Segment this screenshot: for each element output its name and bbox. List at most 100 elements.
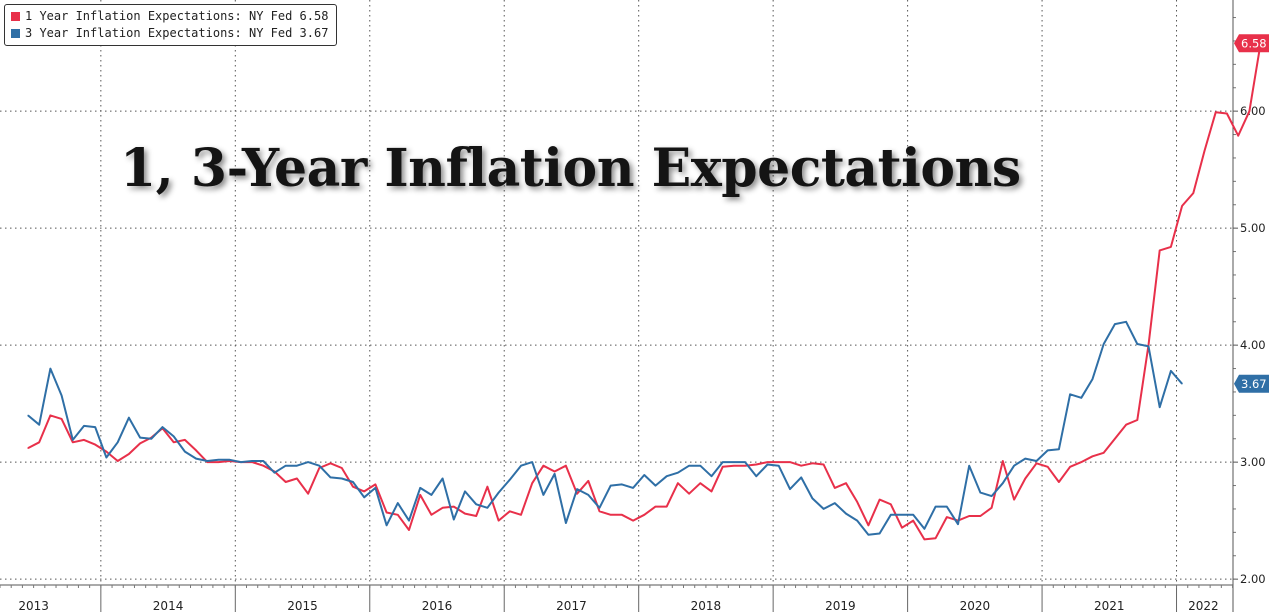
data-point xyxy=(217,459,220,461)
data-point xyxy=(285,465,287,467)
data-point xyxy=(935,506,937,508)
data-point xyxy=(565,465,567,467)
data-point xyxy=(1147,345,1150,347)
grid-lines xyxy=(0,0,1233,585)
data-point xyxy=(38,441,40,443)
data-point xyxy=(632,520,634,522)
data-point xyxy=(206,460,208,462)
data-point xyxy=(430,494,432,496)
data-point xyxy=(1159,406,1161,408)
data-point xyxy=(509,479,511,481)
data-point xyxy=(789,461,791,463)
data-point xyxy=(318,467,320,469)
data-point xyxy=(587,494,589,496)
legend-label-1y: 1 Year Inflation Expectations: NY Fed 6.… xyxy=(25,9,329,23)
y-tick-label: 6.00 xyxy=(1240,104,1266,118)
data-point xyxy=(1047,449,1049,451)
data-point xyxy=(1103,343,1105,345)
data-point xyxy=(397,514,399,516)
data-point xyxy=(1170,370,1172,372)
data-point xyxy=(576,488,578,490)
x-tick-label: 2022 xyxy=(1188,599,1219,612)
data-point xyxy=(419,487,421,489)
data-point xyxy=(184,439,186,441)
data-point xyxy=(957,523,959,525)
data-point xyxy=(621,483,623,485)
data-point xyxy=(486,507,488,509)
data-point xyxy=(498,492,500,494)
data-point xyxy=(699,465,701,467)
data-point xyxy=(307,461,309,463)
data-point xyxy=(49,414,52,416)
data-point xyxy=(610,485,612,487)
data-point xyxy=(1226,112,1228,115)
data-point xyxy=(1103,452,1105,454)
data-point xyxy=(509,510,511,512)
series-line-1y xyxy=(27,43,1262,541)
data-point xyxy=(341,477,343,480)
data-point xyxy=(352,481,354,483)
data-point xyxy=(139,437,141,439)
data-point xyxy=(1125,321,1127,323)
data-point xyxy=(475,515,477,517)
data-point xyxy=(744,461,746,463)
data-point xyxy=(912,514,914,516)
data-point xyxy=(1192,192,1194,194)
series-line-3y xyxy=(27,320,1183,536)
data-point xyxy=(677,472,679,474)
data-point xyxy=(991,495,993,497)
data-point xyxy=(419,494,421,496)
data-point xyxy=(128,453,130,455)
data-point xyxy=(587,480,589,482)
data-point xyxy=(542,465,545,467)
data-point xyxy=(61,394,63,397)
data-point xyxy=(755,475,757,477)
data-point xyxy=(1069,466,1071,468)
data-point xyxy=(329,462,332,464)
data-point xyxy=(823,463,825,466)
data-point xyxy=(643,474,645,476)
data-point xyxy=(1047,466,1049,468)
data-point xyxy=(38,424,40,426)
data-point xyxy=(823,508,825,510)
data-point xyxy=(72,441,74,443)
data-point xyxy=(733,461,735,463)
data-point xyxy=(1114,323,1116,325)
chart-title: 1, 3-Year Inflation Expectations xyxy=(120,138,1021,199)
data-point xyxy=(217,461,220,463)
data-point xyxy=(1181,205,1183,207)
x-tick-label: 2021 xyxy=(1094,599,1125,612)
data-point xyxy=(991,507,993,509)
data-point xyxy=(800,476,802,478)
data-point xyxy=(307,493,309,495)
series-lines xyxy=(27,42,1262,541)
data-point xyxy=(318,465,320,467)
data-point xyxy=(1091,455,1094,457)
data-point xyxy=(105,451,107,453)
data-point xyxy=(453,506,455,508)
data-point xyxy=(733,465,735,467)
data-point xyxy=(1080,461,1082,463)
data-point xyxy=(1002,460,1004,462)
data-point xyxy=(520,514,522,516)
data-point xyxy=(666,506,668,508)
x-tick-label: 2013 xyxy=(18,599,49,612)
data-point xyxy=(430,514,432,516)
y-tick-label: 3.00 xyxy=(1240,455,1266,469)
data-point xyxy=(61,418,63,420)
data-point xyxy=(1002,482,1004,484)
data-point xyxy=(811,462,814,464)
x-tick-label: 2015 xyxy=(287,599,318,612)
data-point xyxy=(262,460,264,462)
data-point xyxy=(1024,458,1026,460)
data-point xyxy=(834,502,836,504)
data-point xyxy=(722,461,724,463)
data-point xyxy=(374,483,376,485)
data-point xyxy=(453,518,455,521)
data-point xyxy=(386,511,388,514)
data-point xyxy=(94,444,96,446)
data-point xyxy=(72,439,74,441)
data-point xyxy=(240,461,242,463)
data-point xyxy=(262,465,264,467)
